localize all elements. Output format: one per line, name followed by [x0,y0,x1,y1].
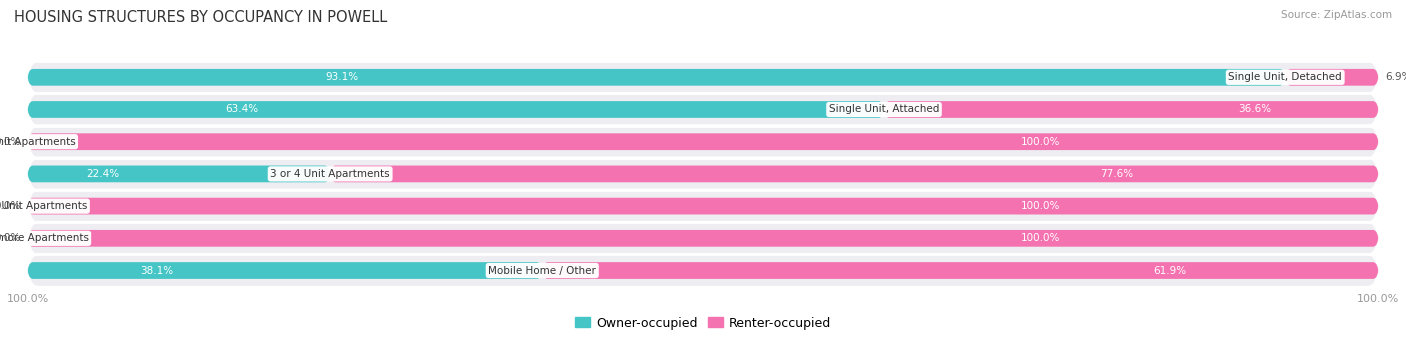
FancyBboxPatch shape [28,198,1378,214]
Text: Single Unit, Detached: Single Unit, Detached [1229,72,1343,82]
Text: 100.0%: 100.0% [1021,201,1060,211]
Text: 5 to 9 Unit Apartments: 5 to 9 Unit Apartments [0,201,87,211]
Text: 3 or 4 Unit Apartments: 3 or 4 Unit Apartments [270,169,389,179]
Text: 22.4%: 22.4% [87,169,120,179]
FancyBboxPatch shape [28,165,330,182]
FancyBboxPatch shape [28,230,1378,247]
Text: 0.0%: 0.0% [0,233,21,243]
FancyBboxPatch shape [884,101,1378,118]
FancyBboxPatch shape [28,190,1378,223]
Text: 100.0%: 100.0% [1021,137,1060,147]
Text: HOUSING STRUCTURES BY OCCUPANCY IN POWELL: HOUSING STRUCTURES BY OCCUPANCY IN POWEL… [14,10,387,25]
Text: 0.0%: 0.0% [0,201,21,211]
FancyBboxPatch shape [543,262,1378,279]
Text: 6.9%: 6.9% [1385,72,1406,82]
Text: 0.0%: 0.0% [0,137,21,147]
Text: 77.6%: 77.6% [1099,169,1133,179]
Text: 63.4%: 63.4% [225,104,259,115]
Text: Mobile Home / Other: Mobile Home / Other [488,266,596,276]
FancyBboxPatch shape [28,101,884,118]
FancyBboxPatch shape [28,61,1378,94]
Legend: Owner-occupied, Renter-occupied: Owner-occupied, Renter-occupied [569,312,837,335]
Text: 36.6%: 36.6% [1239,104,1271,115]
FancyBboxPatch shape [28,254,1378,287]
Text: 38.1%: 38.1% [139,266,173,276]
Text: 10 or more Apartments: 10 or more Apartments [0,233,89,243]
FancyBboxPatch shape [28,133,1378,150]
FancyBboxPatch shape [28,69,1285,86]
FancyBboxPatch shape [28,262,543,279]
FancyBboxPatch shape [1285,69,1378,86]
Text: 61.9%: 61.9% [1153,266,1185,276]
Text: Single Unit, Attached: Single Unit, Attached [828,104,939,115]
FancyBboxPatch shape [28,158,1378,190]
FancyBboxPatch shape [330,165,1378,182]
Text: 2 Unit Apartments: 2 Unit Apartments [0,137,76,147]
Text: 100.0%: 100.0% [1021,233,1060,243]
FancyBboxPatch shape [28,125,1378,158]
FancyBboxPatch shape [28,222,1378,255]
Text: Source: ZipAtlas.com: Source: ZipAtlas.com [1281,10,1392,20]
FancyBboxPatch shape [28,93,1378,126]
Text: 93.1%: 93.1% [325,72,359,82]
